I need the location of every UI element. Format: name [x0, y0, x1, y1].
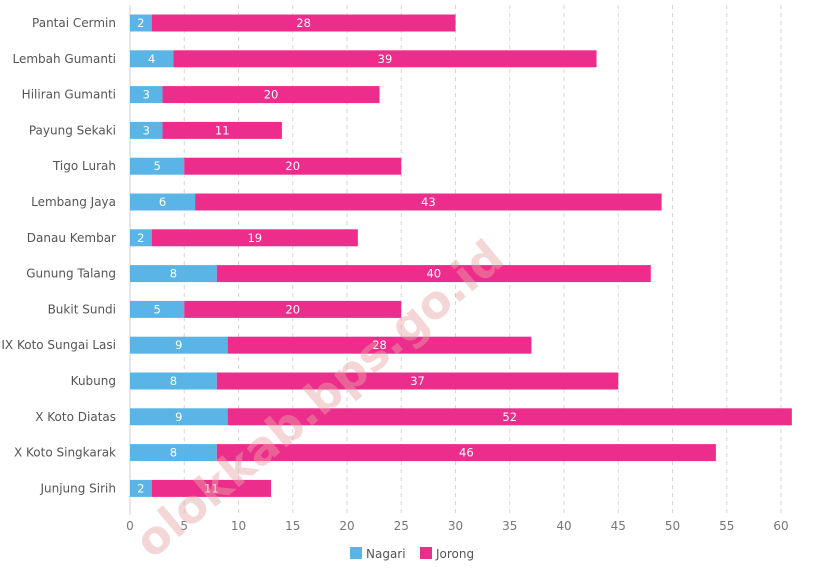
legend-label: Nagari [366, 547, 406, 561]
category-label: IX Koto Sungai Lasi [1, 338, 116, 352]
bar-data-label: 20 [285, 302, 300, 316]
x-tick-label: 20 [339, 519, 354, 533]
bar-data-label: 28 [296, 16, 311, 30]
bar-nagari[interactable] [130, 408, 228, 426]
bar-data-label: 46 [459, 446, 474, 460]
category-label: Tigo Lurah [52, 159, 116, 173]
bar-data-label: 3 [143, 88, 150, 102]
bar-data-label: 2 [137, 16, 144, 30]
bar-jorong[interactable] [151, 14, 456, 32]
bar-data-label: 5 [153, 302, 160, 316]
category-labels: Pantai Cermin Lembah Gumanti Hiliran Guman… [1, 16, 116, 495]
bar-jorong[interactable] [216, 265, 651, 283]
bar-jorong[interactable] [184, 157, 402, 175]
bar-jorong[interactable] [162, 121, 282, 139]
bar-data-label: 28 [372, 338, 387, 352]
bar-jorong[interactable] [151, 229, 358, 247]
x-tick-label: 30 [448, 519, 463, 533]
bar-nagari[interactable] [130, 265, 217, 283]
category-label: Lembah Gumanti [12, 52, 116, 66]
gridlines [129, 5, 782, 515]
bars: 2 28 4 39 3 20 3 11 5 20 6 43 2 19 8 40 5 20 9 28 8 37 9 52 8 46 2… [130, 14, 792, 497]
bar-nagari[interactable] [130, 157, 185, 175]
legend[interactable]: Nagari Jorong [350, 547, 474, 561]
category-label: Lembang Jaya [31, 195, 116, 209]
x-tick-label: 45 [611, 519, 626, 533]
x-tick-label: 60 [773, 519, 788, 533]
bar-data-label: 5 [153, 159, 160, 173]
bar-data-label: 37 [410, 374, 425, 388]
bar-jorong[interactable] [184, 300, 402, 318]
bar-data-label: 9 [175, 338, 182, 352]
bar-jorong[interactable] [151, 479, 272, 497]
x-tick-label: 50 [665, 519, 680, 533]
bar-nagari[interactable] [130, 14, 152, 32]
bar-nagari[interactable] [130, 50, 174, 68]
bar-data-label: 11 [204, 481, 219, 495]
bar-nagari[interactable] [130, 193, 196, 211]
bar-jorong[interactable] [227, 336, 532, 354]
bar-data-label: 20 [285, 159, 300, 173]
bar-data-label: 2 [137, 481, 144, 495]
category-label: Kubung [71, 374, 116, 388]
category-label: X Koto Diatas [35, 410, 116, 424]
legend-item-nagari[interactable]: Nagari [350, 547, 406, 561]
bar-data-label: 8 [170, 374, 177, 388]
bar-data-label: 4 [148, 52, 155, 66]
bar-nagari[interactable] [130, 86, 163, 104]
x-tick-label: 10 [231, 519, 246, 533]
bar-nagari[interactable] [130, 300, 185, 318]
category-label: Hiliran Gumanti [22, 88, 116, 102]
legend-swatch [350, 547, 362, 559]
category-label: Gunung Talang [26, 267, 116, 281]
legend-swatch [420, 547, 432, 559]
x-tick-label: 35 [502, 519, 517, 533]
category-label: Junjung Sirih [39, 481, 116, 495]
bar-jorong[interactable] [162, 86, 380, 104]
bar-data-label: 43 [421, 195, 436, 209]
category-label: Pantai Cermin [32, 16, 116, 30]
bar-jorong[interactable] [216, 372, 619, 390]
bar-jorong[interactable] [227, 408, 792, 426]
x-tick-label: 15 [285, 519, 300, 533]
bar-data-label: 19 [247, 231, 262, 245]
bar-data-label: 8 [170, 446, 177, 460]
bar-data-label: 6 [159, 195, 166, 209]
bar-data-label: 20 [264, 88, 279, 102]
bar-data-label: 39 [378, 52, 393, 66]
x-tick-label: 25 [394, 519, 409, 533]
bar-data-label: 40 [426, 267, 441, 281]
bar-nagari[interactable] [130, 336, 228, 354]
x-tick-label: 55 [719, 519, 734, 533]
bar-data-label: 3 [143, 123, 150, 137]
bar-jorong[interactable] [173, 50, 597, 68]
x-tick-label: 0 [126, 519, 134, 533]
bar-nagari[interactable] [130, 121, 163, 139]
x-tick-label: 5 [180, 519, 188, 533]
bar-nagari[interactable] [130, 372, 217, 390]
category-label: X Koto Singkarak [14, 446, 116, 460]
legend-label: Jorong [435, 547, 474, 561]
bar-data-label: 2 [137, 231, 144, 245]
legend-item-jorong[interactable]: Jorong [420, 547, 474, 561]
x-axis-tick-labels: 0 5 10 15 20 25 30 35 40 45 50 55 60 [126, 519, 788, 533]
bar-nagari[interactable] [130, 444, 217, 462]
category-label: Payung Sekaki [29, 123, 116, 137]
bar-nagari[interactable] [130, 229, 152, 247]
bar-data-label: 52 [502, 410, 517, 424]
bar-nagari[interactable] [130, 479, 152, 497]
x-tick-label: 40 [556, 519, 571, 533]
bar-jorong[interactable] [216, 444, 716, 462]
category-label: Danau Kembar [27, 231, 116, 245]
category-label: Bukit Sundi [48, 302, 116, 316]
bar-data-label: 9 [175, 410, 182, 424]
bar-jorong[interactable] [195, 193, 662, 211]
bar-data-label: 8 [170, 267, 177, 281]
bar-data-label: 11 [215, 123, 230, 137]
